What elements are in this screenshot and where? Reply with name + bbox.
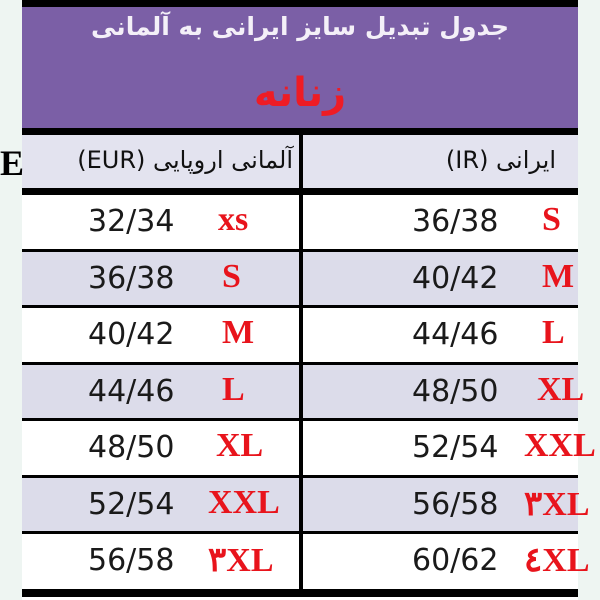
eur-value: 32/34 [88, 204, 175, 239]
table-title: جدول تبدیل سایز ایرانی به آلمانی [91, 12, 509, 41]
column-header-ir-label: ایرانی (IR) [445, 146, 556, 174]
ir-value: 44/46 [412, 317, 499, 352]
ir-size: ٤XL [524, 542, 590, 579]
eur-size: XL [216, 427, 264, 464]
eur-size: M [222, 314, 255, 351]
eur-size: XXL [208, 483, 280, 521]
eur-overflow-letter: E [0, 143, 25, 183]
eur-value: 48/50 [88, 430, 175, 465]
column-header-ir [303, 135, 578, 188]
ir-value: 36/38 [412, 204, 499, 239]
bottom-border [22, 589, 578, 597]
ir-size: XL [537, 370, 585, 408]
table-row: 48/50 XL 52/54 XXL [22, 421, 596, 475]
eur-size: ٣XL [208, 542, 274, 579]
eur-value: 36/38 [88, 260, 175, 296]
eur-size: L [222, 370, 245, 408]
ir-value: 48/50 [412, 373, 499, 409]
eur-value: 56/58 [88, 543, 175, 578]
ir-value: 40/42 [412, 260, 499, 296]
ir-size: L [542, 314, 565, 351]
ir-size: XXL [524, 427, 596, 464]
column-header-eur [22, 135, 299, 188]
ir-value: 60/62 [412, 543, 499, 578]
table-row: 56/58 ٣XL 60/62 ٤XL [22, 534, 590, 588]
divider [22, 128, 578, 135]
column-header-eur-label: آلمانی اروپایی (EUR) [77, 146, 293, 174]
eur-value: 44/46 [88, 373, 175, 409]
table-row: 40/42 M 44/46 L [22, 308, 578, 362]
top-border [22, 0, 578, 7]
header-banner [22, 7, 578, 128]
ir-size: S [542, 201, 561, 238]
ir-size: ٣XL [524, 485, 590, 523]
eur-size: S [222, 257, 241, 295]
eur-value: 52/54 [88, 486, 175, 522]
eur-value: 40/42 [88, 317, 175, 352]
column-divider [299, 135, 303, 590]
eur-size: xs [218, 201, 249, 238]
table-row: 32/34 xs 36/38 S [22, 195, 578, 249]
ir-value: 52/54 [412, 430, 499, 465]
ir-size: M [542, 257, 575, 295]
table-subtitle: زنانه [253, 70, 347, 116]
ir-value: 56/58 [412, 486, 499, 522]
size-conversion-table: جدول تبدیل سایز ایرانی به آلمانی زنانه آ… [22, 0, 596, 600]
